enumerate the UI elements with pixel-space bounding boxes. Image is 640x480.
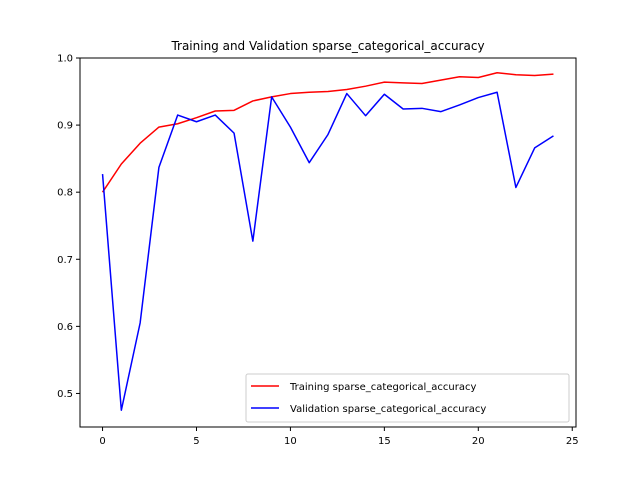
- series-group: [101, 72, 554, 411]
- y-tick-label: 0.5: [57, 389, 73, 400]
- x-tick-label: 15: [378, 436, 391, 447]
- legend-label: Training sparse_categorical_accuracy: [289, 382, 476, 393]
- y-tick-label: 0.8: [57, 188, 73, 199]
- x-tick-label: 0: [99, 436, 105, 447]
- y-tick-label: 0.7: [57, 255, 73, 266]
- y-axis: 0.5 0.6 0.7 0.8 0.9 1.0: [57, 54, 80, 400]
- y-tick-label: 1.0: [57, 54, 73, 65]
- axes-frame: [79, 57, 577, 428]
- x-tick-label: 25: [566, 436, 579, 447]
- legend: Training sparse_categorical_accuracy Vali…: [245, 373, 570, 423]
- validation-series-line: [101, 91, 554, 411]
- plot-area: [79, 57, 577, 428]
- x-tick-label: 5: [193, 436, 199, 447]
- legend-box: [245, 373, 570, 423]
- y-tick-label: 0.9: [57, 121, 73, 132]
- legend-label: Validation sparse_categorical_accuracy: [290, 404, 486, 415]
- y-tick-label: 0.6: [57, 322, 73, 333]
- x-tick-label: 20: [472, 436, 485, 447]
- chart-title: Training and Validation sparse_categoric…: [170, 39, 484, 53]
- x-tick-label: 10: [284, 436, 297, 447]
- x-axis: 0 5 10 15 20 25: [99, 427, 579, 447]
- training-series-line: [101, 72, 554, 193]
